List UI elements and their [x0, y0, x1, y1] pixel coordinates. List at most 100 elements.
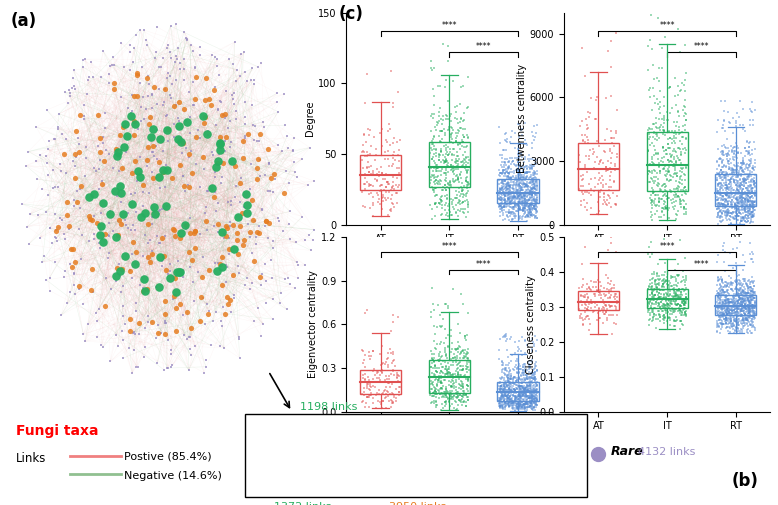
- Point: [493, 200, 506, 209]
- Point: [436, 165, 448, 173]
- Point: [720, 314, 733, 322]
- Point: [386, 389, 398, 397]
- Point: [603, 288, 615, 296]
- Point: [495, 201, 507, 209]
- Point: [712, 180, 724, 188]
- Point: [745, 213, 757, 221]
- Point: [654, 297, 667, 306]
- Point: [748, 210, 760, 218]
- Point: [495, 375, 507, 383]
- Point: [524, 398, 536, 406]
- Point: [387, 312, 399, 320]
- Point: [516, 390, 528, 398]
- Point: [729, 277, 741, 285]
- Point: [670, 160, 682, 168]
- Point: [503, 397, 515, 406]
- Point: [649, 200, 661, 209]
- Point: [457, 397, 470, 406]
- Point: [746, 287, 759, 295]
- Point: [516, 198, 528, 206]
- Point: [724, 203, 736, 211]
- Point: [452, 400, 464, 409]
- Point: [573, 306, 586, 314]
- Point: [736, 281, 748, 289]
- Point: [386, 399, 398, 407]
- Point: [524, 370, 537, 378]
- Point: [734, 329, 746, 337]
- Point: [439, 154, 451, 162]
- Point: [720, 305, 733, 313]
- Point: [503, 370, 515, 378]
- Point: [527, 373, 540, 381]
- Point: [592, 309, 605, 317]
- Point: [517, 207, 530, 215]
- Point: [730, 194, 742, 203]
- Point: [530, 178, 542, 186]
- Point: [529, 195, 541, 204]
- Point: [731, 324, 743, 332]
- Point: [645, 304, 657, 312]
- Point: [510, 180, 523, 188]
- Point: [731, 139, 743, 147]
- Point: [741, 200, 753, 208]
- Point: [505, 208, 517, 216]
- Point: [654, 126, 666, 134]
- Point: [748, 178, 760, 186]
- Point: [744, 169, 756, 177]
- Point: [746, 312, 759, 320]
- Point: [646, 175, 658, 183]
- Point: [131, 177, 143, 185]
- Point: [717, 163, 729, 171]
- Point: [448, 384, 461, 392]
- Point: [496, 184, 509, 192]
- Point: [513, 175, 525, 183]
- Point: [460, 391, 472, 399]
- Point: [605, 291, 617, 299]
- Point: [425, 127, 437, 135]
- Point: [443, 200, 455, 208]
- Point: [371, 165, 384, 173]
- Point: [436, 183, 449, 191]
- Point: [608, 133, 620, 141]
- Point: [232, 213, 244, 221]
- Point: [605, 164, 617, 172]
- Point: [496, 176, 508, 184]
- Point: [513, 215, 526, 223]
- Point: [496, 207, 508, 215]
- Point: [738, 193, 750, 201]
- Point: [662, 304, 675, 312]
- Point: [720, 319, 732, 327]
- Point: [717, 315, 730, 323]
- Point: [510, 212, 522, 220]
- Point: [655, 115, 668, 123]
- Point: [670, 288, 682, 296]
- Point: [384, 207, 396, 215]
- Point: [209, 168, 221, 176]
- Point: [654, 313, 666, 321]
- Point: [429, 173, 441, 181]
- Point: [450, 345, 463, 353]
- Point: [526, 164, 538, 172]
- Point: [716, 163, 728, 171]
- Point: [527, 371, 540, 379]
- Point: [507, 388, 520, 396]
- Point: [366, 399, 379, 407]
- Point: [202, 127, 215, 135]
- Point: [742, 289, 755, 297]
- Point: [95, 73, 107, 81]
- Point: [671, 193, 684, 201]
- Point: [524, 193, 537, 201]
- Point: [713, 285, 725, 293]
- Point: [258, 123, 270, 131]
- Point: [710, 321, 723, 329]
- Point: [658, 154, 671, 162]
- Point: [42, 191, 54, 199]
- Point: [593, 288, 605, 296]
- Point: [738, 176, 751, 184]
- Point: [731, 176, 743, 184]
- Point: [529, 385, 541, 393]
- Point: [502, 400, 514, 408]
- Point: [735, 310, 748, 318]
- Point: [676, 276, 689, 284]
- Point: [604, 302, 616, 311]
